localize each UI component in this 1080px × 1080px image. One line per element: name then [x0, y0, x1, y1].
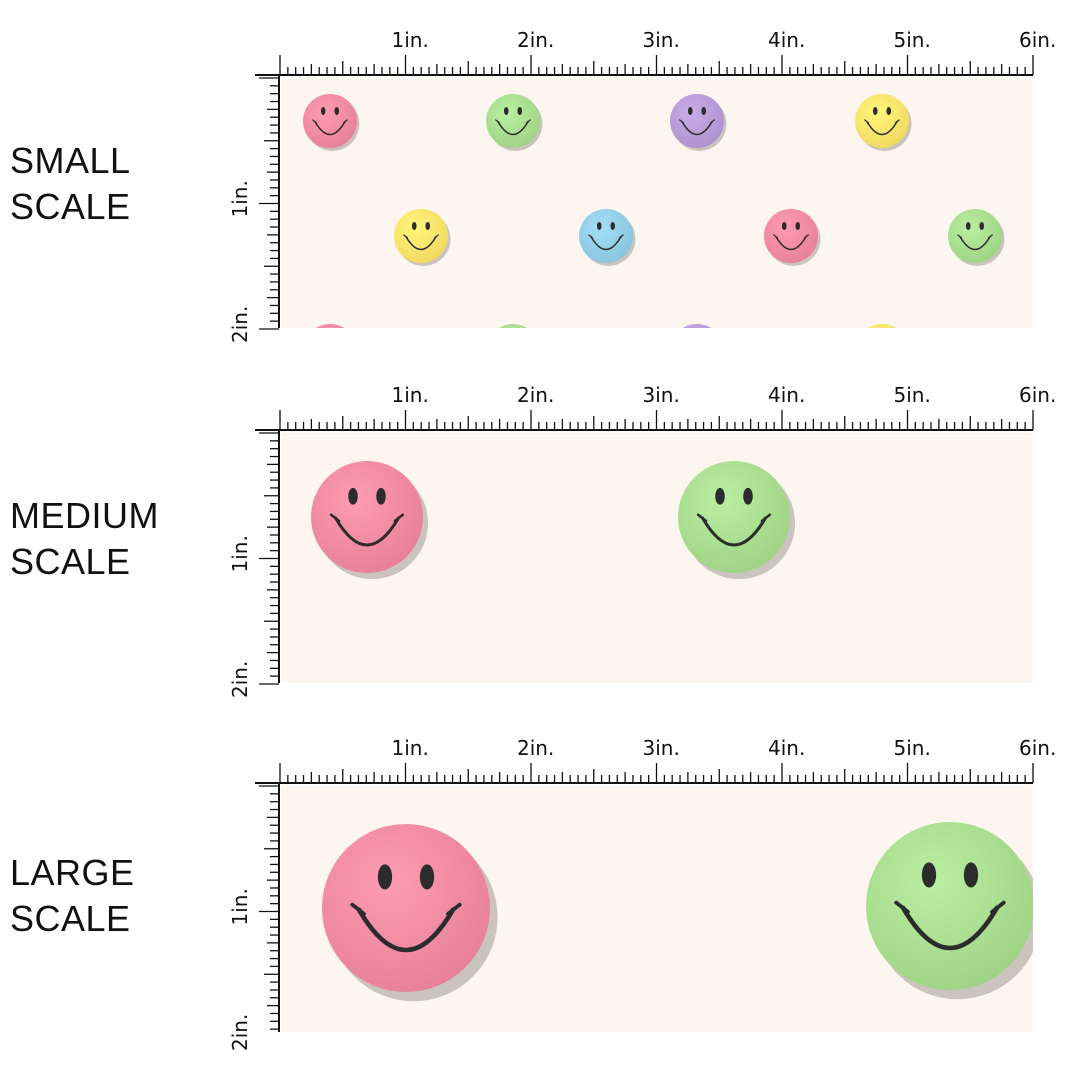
ruler-label: 3in. — [643, 28, 680, 52]
scale-label-line2: SCALE — [10, 541, 131, 582]
fabric-swatch — [281, 433, 1033, 683]
panel-large: LARGE SCALE 1in. 2in. 3in. 4in. 5in. 6in. 1in.… — [0, 710, 1080, 1080]
smiley-face-icon — [486, 94, 543, 151]
ruler-label: 4in. — [768, 28, 805, 52]
smiley-face-icon — [322, 824, 498, 1002]
ruler-label: 6in. — [1019, 736, 1056, 760]
ruler-label: 2in. — [228, 306, 252, 343]
ruler-label: 6in. — [1019, 28, 1056, 52]
smiley-face-icon — [670, 94, 727, 151]
smiley-face-icon — [682, 324, 712, 328]
scale-label-medium: MEDIUM SCALE — [10, 493, 159, 585]
ruler-label: 6in. — [1019, 383, 1056, 407]
ruler-label: 2in. — [517, 28, 554, 52]
smiley-face-icon — [866, 822, 1033, 1000]
ruler-label: 3in. — [643, 736, 680, 760]
ruler-label: 2in. — [228, 1014, 252, 1051]
panel-small: SMALL SCALE 1in. 2in. 3in. 4in. 5in. 6in. 1in.… — [0, 0, 1080, 355]
scale-label-line1: MEDIUM — [10, 495, 159, 536]
smiley-face-icon — [855, 94, 912, 151]
ruler-label: 1in. — [228, 888, 252, 925]
smiley-face-icon — [867, 324, 897, 328]
ruler-label: 3in. — [643, 383, 680, 407]
scale-label-line2: SCALE — [10, 898, 131, 939]
smiley-face-icon — [498, 324, 528, 328]
scale-label-small: SMALL SCALE — [10, 138, 131, 230]
smiley-face-icon — [948, 209, 1005, 266]
scale-label-line2: SCALE — [10, 186, 131, 227]
swatch-medium: 1in. 2in. 3in. 4in. 5in. 6in. 1in. 2in. — [228, 383, 1056, 698]
smiley-face-icon — [311, 461, 429, 580]
ruler-label: 1in. — [392, 28, 429, 52]
ruler-label: 2in. — [517, 736, 554, 760]
scale-label-line1: SMALL — [10, 140, 131, 181]
ruler-label: 4in. — [768, 383, 805, 407]
smiley-face-icon — [579, 209, 636, 266]
ruler-label: 2in. — [517, 383, 554, 407]
smiley-face-icon — [303, 94, 360, 151]
ruler-label: 5in. — [894, 28, 931, 52]
ruler-label: 5in. — [894, 736, 931, 760]
ruler-label: 1in. — [392, 383, 429, 407]
fabric-swatch — [281, 78, 1033, 328]
smiley-face-icon — [764, 209, 821, 266]
panel-medium: MEDIUM SCALE 1in. 2in. 3in. 4in. 5in. 6in. 1in… — [0, 355, 1080, 710]
ruler-label: 5in. — [894, 383, 931, 407]
scale-label-large: LARGE SCALE — [10, 850, 135, 942]
ruler-label: 1in. — [392, 736, 429, 760]
ruler-label: 2in. — [228, 661, 252, 698]
smiley-face-icon — [394, 209, 451, 266]
ruler-label: 1in. — [228, 535, 252, 572]
scale-label-line1: LARGE — [10, 852, 135, 893]
smiley-face-icon — [315, 324, 345, 328]
smiley-face-icon — [678, 461, 796, 580]
swatch-large: 1in. 2in. 3in. 4in. 5in. 6in. 1in. 2in. — [228, 736, 1056, 1051]
ruler-label: 4in. — [768, 736, 805, 760]
swatch-small: 1in. 2in. 3in. 4in. 5in. 6in. 1in. 2in. — [228, 28, 1056, 343]
ruler-label: 1in. — [228, 180, 252, 217]
